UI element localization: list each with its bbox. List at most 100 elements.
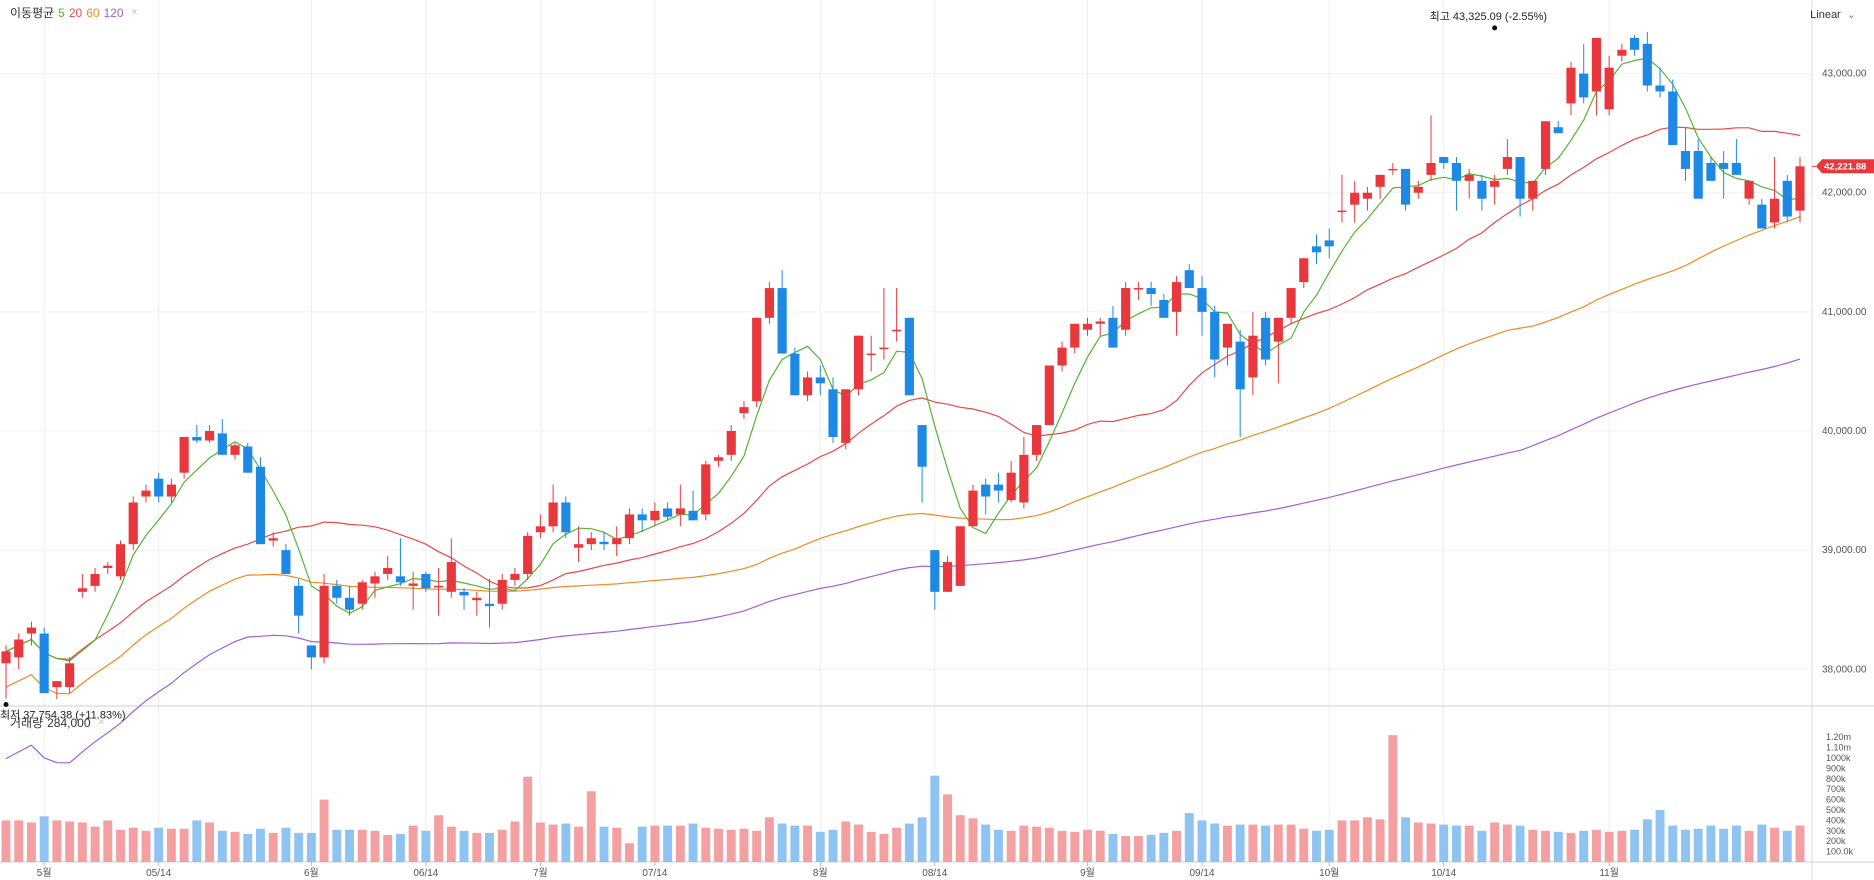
time-tick-label: 9월 — [1080, 867, 1095, 879]
volume-bar — [77, 822, 87, 862]
candle — [1222, 323, 1233, 366]
candle-body — [179, 436, 189, 473]
candle-body — [115, 544, 126, 577]
scale-selector[interactable]: Linear ⌄ — [1810, 8, 1856, 21]
candle — [1, 645, 11, 699]
volume-bar — [1019, 825, 1029, 862]
candle — [1184, 264, 1194, 289]
candle-body — [955, 526, 965, 586]
volume-bar — [217, 830, 227, 862]
candle — [1388, 162, 1398, 175]
ma60-line — [5, 216, 1801, 695]
volume-bar — [1452, 825, 1461, 862]
candle — [459, 588, 469, 610]
time-tick-label: 8월 — [813, 867, 828, 879]
volume-bar — [866, 831, 876, 862]
candle-body — [434, 585, 444, 588]
candle-body — [1642, 43, 1652, 86]
candle — [370, 571, 380, 598]
volume-bar — [777, 823, 787, 862]
candle — [752, 317, 762, 408]
volume-bar — [714, 828, 723, 862]
candle-body — [204, 431, 215, 441]
candle-body — [1235, 341, 1245, 390]
volume-bar — [688, 823, 698, 862]
candle — [332, 579, 342, 604]
volume-bar — [446, 826, 456, 862]
candle — [1337, 174, 1347, 223]
candle — [599, 532, 609, 551]
candle — [841, 389, 851, 449]
candle-body — [268, 538, 278, 541]
scale-selector-label: Linear — [1810, 9, 1841, 21]
time-tick-label: 6월 — [304, 867, 319, 879]
volume-bar — [1159, 832, 1169, 862]
candle — [650, 502, 660, 527]
candle-body — [1769, 198, 1780, 223]
candle — [128, 496, 138, 551]
ma5-line — [5, 57, 1801, 662]
volume-bar — [1108, 833, 1118, 862]
candle — [281, 544, 291, 574]
candle-body — [52, 681, 62, 688]
candle — [217, 419, 227, 455]
volume-bar — [383, 834, 393, 862]
ma20-toggle[interactable]: 20 — [68, 5, 83, 20]
ma120-toggle[interactable]: 120 — [103, 5, 124, 20]
volume-bar — [675, 825, 685, 862]
candle-body — [1299, 258, 1309, 283]
candle — [1044, 365, 1054, 426]
candle — [764, 282, 774, 324]
candle — [1362, 186, 1372, 211]
candle-body — [879, 347, 889, 350]
candle-body — [243, 446, 253, 473]
volume-bar — [434, 815, 444, 862]
volume-tick-label: 1.20m — [1826, 732, 1851, 742]
volume-bar — [510, 821, 520, 862]
candle — [1210, 305, 1220, 378]
volume-bar — [1706, 825, 1716, 862]
volume-bar — [1235, 824, 1245, 862]
volume-bar — [90, 826, 100, 862]
candle-body — [26, 627, 37, 634]
candle — [65, 657, 75, 694]
price-tick-label: 41,000.00 — [1822, 307, 1867, 318]
candle-body — [1566, 67, 1576, 104]
volume-bar — [1681, 829, 1690, 862]
candle — [255, 457, 266, 545]
candle-body — [319, 585, 329, 658]
volume-bar — [815, 831, 825, 862]
volume-tick-label: 1000k — [1826, 753, 1851, 763]
candle-body — [1668, 91, 1678, 146]
volume-bar — [1464, 825, 1474, 862]
ma60-toggle[interactable]: 60 — [86, 5, 100, 20]
volume-bar — [1757, 824, 1767, 862]
volume-bar — [1375, 819, 1385, 862]
candle-body — [484, 603, 495, 607]
close-icon[interactable]: × — [131, 7, 138, 18]
candle — [344, 585, 355, 616]
volume-bar — [1324, 829, 1334, 862]
close-icon[interactable]: × — [98, 717, 105, 728]
candle-body — [1032, 425, 1042, 455]
candle-body — [1210, 311, 1220, 360]
volume-bar — [1248, 824, 1258, 862]
volume-bar — [1312, 830, 1321, 862]
candle — [726, 425, 736, 461]
candle — [179, 436, 189, 479]
time-tick-label: 10/14 — [1431, 868, 1456, 879]
candle-body — [1108, 317, 1118, 348]
ma20-line — [5, 126, 1801, 660]
candle-body — [1350, 192, 1360, 205]
candle — [1439, 157, 1449, 169]
volume-bar — [1286, 824, 1296, 862]
candle — [1579, 43, 1589, 104]
volume-bar — [230, 831, 240, 862]
ma5-toggle[interactable]: 5 — [58, 5, 65, 20]
candle-body — [1744, 180, 1754, 199]
volume-bar — [612, 827, 622, 862]
candle — [319, 573, 329, 664]
volume-bar — [1744, 830, 1754, 862]
candle — [1451, 157, 1462, 211]
